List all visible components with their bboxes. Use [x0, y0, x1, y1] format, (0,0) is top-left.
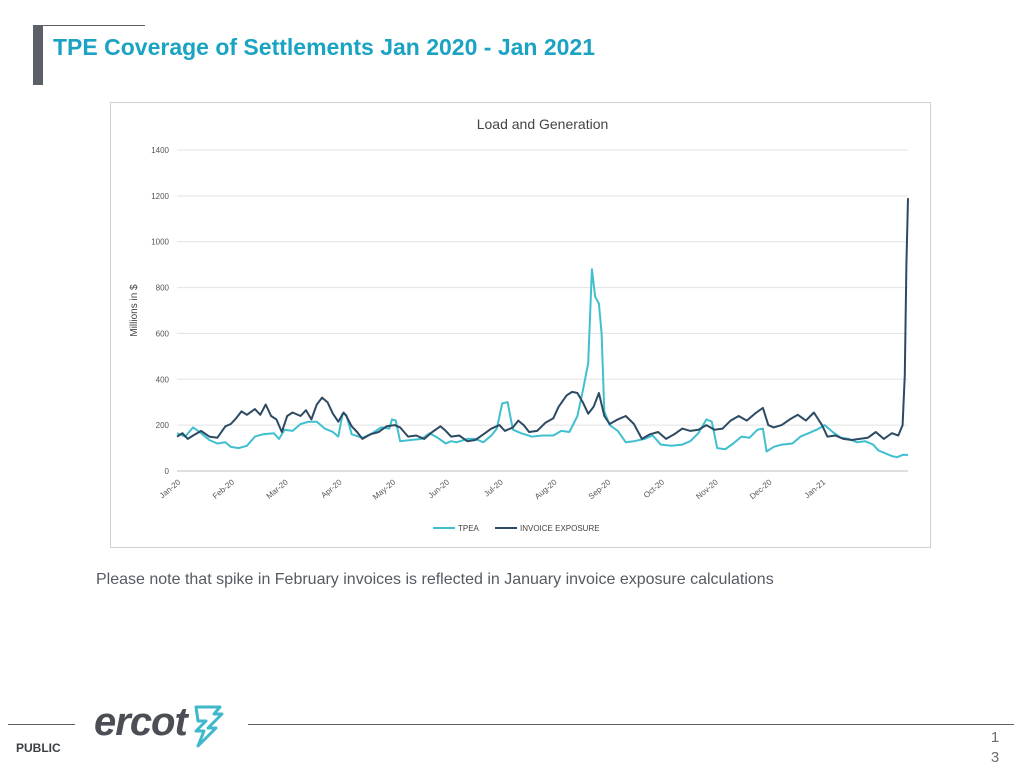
- series-line-tpea: [176, 268, 908, 459]
- y-axis-label: Millions in $: [129, 284, 140, 337]
- y-tick-label: 1400: [151, 146, 169, 155]
- x-tick-label: Dec-20: [748, 477, 774, 501]
- y-tick-label: 1200: [151, 192, 169, 201]
- footer-rule-right: [248, 724, 1014, 725]
- y-tick-label: 600: [156, 329, 170, 338]
- x-tick-label: Nov-20: [694, 477, 720, 501]
- y-tick-label: 0: [165, 467, 170, 476]
- logo-wordmark: ercot: [94, 700, 188, 744]
- page-number-line1: 1: [990, 729, 1000, 746]
- chart-container: Load and Generation 0 200 400 600 800 1000 1200…: [110, 102, 931, 548]
- x-tick-label: Jul-20: [482, 477, 505, 498]
- series-line-invoice-exposure: [176, 198, 909, 443]
- x-tick-label: Apr-20: [319, 477, 344, 500]
- line-chart: Load and Generation 0 200 400 600 800 1000 1200…: [129, 116, 909, 533]
- x-tick-label: Oct-20: [642, 477, 667, 500]
- footer-rule-left: [8, 724, 75, 725]
- y-tick-label: 800: [156, 284, 170, 293]
- x-tick-label: Sep-20: [587, 477, 613, 501]
- ercot-logo: ercot: [94, 700, 234, 750]
- x-tick-label: Jan-20: [158, 477, 183, 500]
- y-tick-label: 400: [156, 375, 170, 384]
- page-number-line2: 3: [990, 749, 1000, 766]
- classification-label: PUBLIC: [16, 741, 61, 755]
- x-tick-label: Jan-21: [803, 477, 828, 500]
- x-tick-label: Feb-20: [211, 477, 237, 501]
- title-accent-bar: [33, 25, 43, 85]
- chart-title: Load and Generation: [477, 116, 609, 132]
- page-number: 1 3: [985, 728, 1005, 768]
- x-tick-label: May-20: [371, 477, 398, 501]
- title-accent-line: [43, 25, 145, 26]
- page-title: TPE Coverage of Settlements Jan 2020 - J…: [53, 34, 596, 60]
- legend-label: INVOICE EXPOSURE: [520, 524, 600, 533]
- y-tick-label: 1000: [151, 238, 169, 247]
- footnote: Please note that spike in February invoi…: [96, 571, 774, 588]
- legend-label: TPEA: [458, 524, 480, 533]
- x-tick-label: Mar-20: [265, 477, 291, 501]
- x-tick-label: Jun-20: [427, 477, 452, 500]
- y-tick-label: 200: [156, 421, 170, 430]
- lightning-bolt-icon: [194, 705, 224, 748]
- x-tick-label: Aug-20: [533, 477, 559, 501]
